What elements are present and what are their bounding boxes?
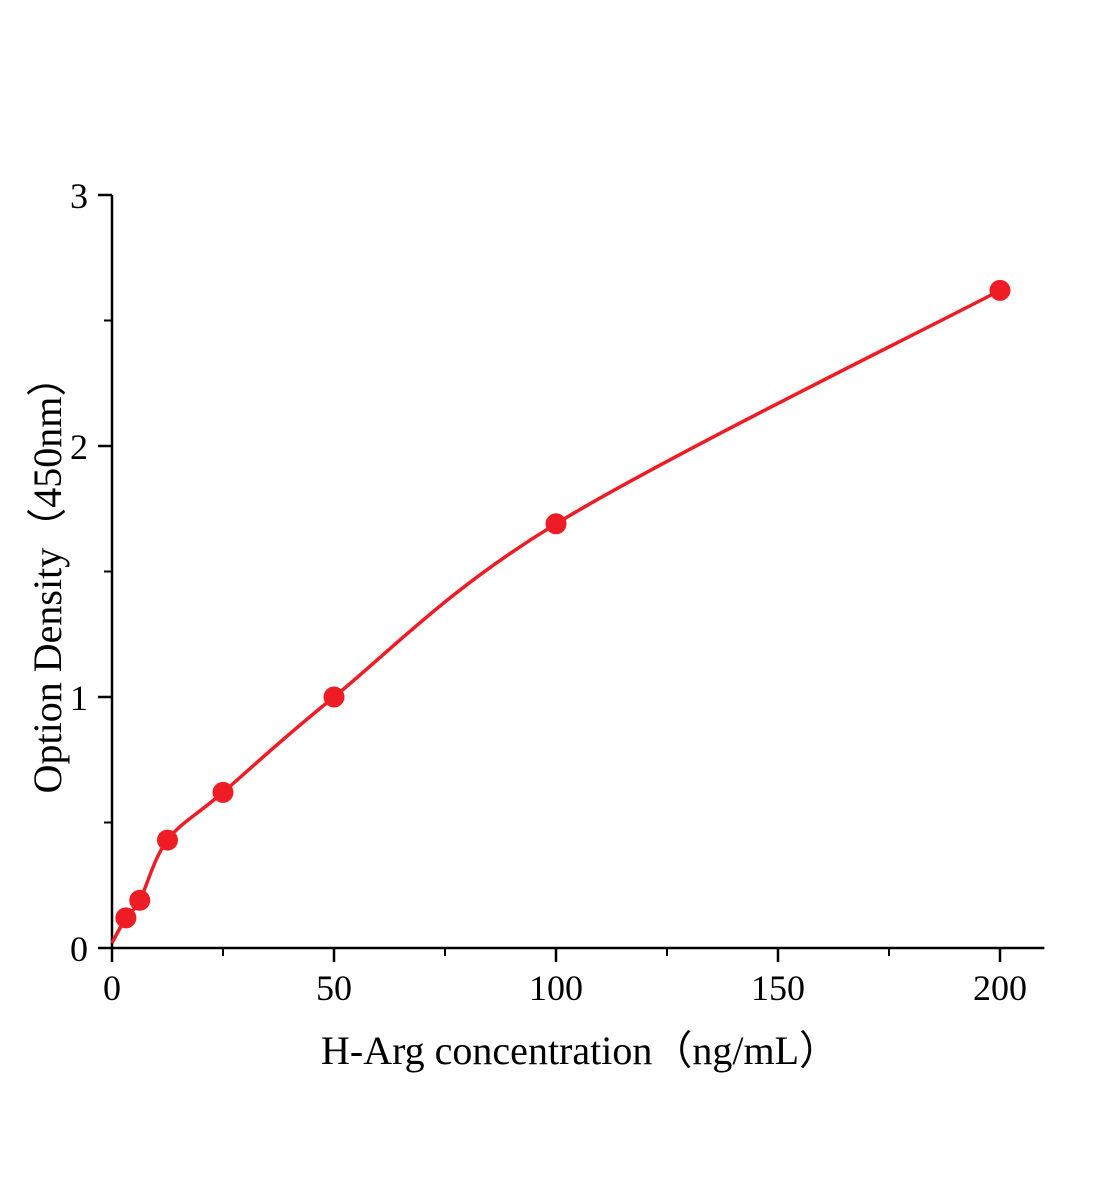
y-tick-label: 0 <box>70 929 88 969</box>
x-tick-label: 150 <box>751 968 805 1008</box>
data-point <box>115 907 137 929</box>
data-point <box>323 686 345 708</box>
y-tick-label: 3 <box>70 176 88 216</box>
y-tick-label: 1 <box>70 678 88 718</box>
data-point <box>212 781 234 803</box>
data-point <box>157 829 178 851</box>
x-tick-label: 200 <box>973 968 1027 1008</box>
x-tick-label: 100 <box>529 968 583 1008</box>
x-tick-label: 50 <box>316 968 352 1008</box>
x-tick-label: 0 <box>103 968 121 1008</box>
data-point <box>129 889 151 911</box>
x-axis-title: H-Arg concentration（ng/mL） <box>320 1028 840 1073</box>
y-tick-label: 2 <box>70 427 88 467</box>
data-point <box>545 513 567 535</box>
fit-curve <box>110 288 1001 944</box>
data-point <box>989 279 1011 301</box>
y-axis-title: Option Density（450nm） <box>25 356 70 794</box>
